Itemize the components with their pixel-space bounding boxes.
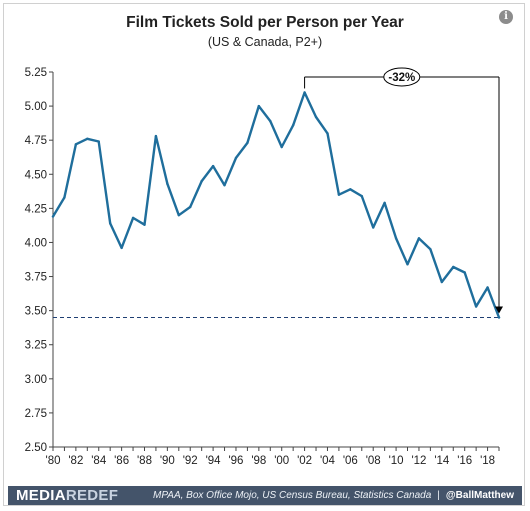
data-point — [63, 196, 66, 199]
annotation-badge — [383, 67, 421, 87]
x-tick-label: '94 — [206, 455, 222, 467]
data-point — [246, 141, 249, 145]
x-tick-label: '06 — [343, 455, 358, 467]
data-point — [291, 123, 295, 127]
y-tick-label: 4.25 — [25, 203, 47, 215]
data-point — [486, 286, 489, 289]
series-group — [51, 91, 501, 319]
x-tick-label: '10 — [389, 455, 404, 467]
y-tick-label: 3.50 — [25, 306, 47, 318]
data-point — [131, 216, 135, 220]
y-tick-label: 2.50 — [25, 442, 47, 454]
data-point — [349, 188, 352, 191]
x-tick-label: '82 — [68, 455, 83, 467]
annotation-label: -32% — [388, 72, 415, 84]
data-point — [177, 213, 180, 217]
data-point — [383, 201, 386, 205]
x-tick-label: '04 — [320, 455, 336, 467]
annotation-arrowhead — [495, 306, 503, 314]
data-point — [406, 263, 409, 266]
x-tick-label: '02 — [297, 455, 312, 467]
y-tick-label: 2.75 — [25, 408, 47, 420]
x-tick-label: '92 — [183, 455, 198, 467]
data-point — [166, 182, 169, 186]
chart-frame — [3, 3, 525, 506]
data-point — [108, 222, 112, 225]
x-axis-ticks: '80 '82 '84 '86 '88 '90 '92 '94 '96 '98 '00 '02 '04 '… — [46, 447, 500, 467]
data-point — [74, 143, 78, 146]
y-tick-label: 4.00 — [25, 237, 47, 249]
x-tick-label: '98 — [251, 455, 266, 467]
data-point — [257, 104, 261, 108]
data-point — [337, 193, 341, 196]
data-point — [372, 226, 375, 229]
x-tick-label: '14 — [434, 455, 450, 467]
series-line — [51, 91, 501, 319]
y-tick-label: 5.00 — [25, 101, 47, 113]
data-point — [474, 305, 478, 308]
x-tick-label: '16 — [457, 455, 472, 467]
x-tick-label: '88 — [137, 455, 152, 467]
data-point — [154, 134, 158, 138]
data-point — [440, 280, 444, 284]
footer-separator: | — [437, 490, 440, 501]
data-point — [269, 119, 272, 123]
data-point — [51, 215, 55, 218]
data-point — [211, 164, 215, 168]
y-tick-label: 4.50 — [25, 169, 47, 181]
data-point — [314, 115, 318, 119]
x-tick-label: '00 — [274, 455, 289, 467]
x-tick-label: '18 — [480, 455, 495, 467]
y-tick-label: 4.75 — [25, 135, 47, 147]
data-point — [303, 91, 306, 94]
data-point — [280, 145, 283, 149]
x-tick-label: '12 — [411, 455, 426, 467]
x-tick-label: '96 — [228, 455, 243, 467]
source-note: MPAA, Box Office Mojo, US Census Bureau,… — [153, 490, 432, 501]
x-tick-label: '80 — [46, 455, 61, 467]
data-point — [452, 265, 455, 269]
logo-media-text: MEDIA — [16, 487, 66, 504]
info-icon[interactable]: i — [499, 10, 513, 24]
logo-redef-text: REDEF — [65, 487, 119, 504]
author-handle[interactable]: @BallMatthew — [445, 490, 514, 501]
y-axis-ticks: 2.50 2.75 3.00 3.25 3.50 3.75 4.00 4.25 4.50 4.75… — [25, 67, 53, 454]
chart-subtitle: (US & Canada, P2+) — [207, 35, 323, 49]
x-tick-label: '86 — [114, 455, 129, 467]
data-point — [97, 140, 100, 143]
data-point — [86, 137, 89, 141]
x-tick-label: '84 — [91, 455, 107, 467]
data-point — [497, 316, 501, 319]
data-point — [394, 237, 398, 240]
y-tick-label: 3.00 — [25, 374, 47, 386]
x-tick-label: '08 — [366, 455, 381, 467]
annotation-group: -32% — [304, 67, 503, 314]
x-tick-label: '90 — [160, 455, 175, 467]
data-point — [326, 132, 329, 135]
data-point — [189, 205, 192, 209]
data-point — [417, 237, 421, 240]
axes — [52, 72, 499, 448]
data-point — [234, 156, 238, 160]
data-point — [360, 194, 363, 198]
y-tick-label: 3.25 — [25, 340, 47, 352]
y-tick-label: 3.75 — [25, 272, 47, 284]
footer-bar: MEDIA REDEF MPAA, Box Office Mojo, US Cen… — [8, 486, 522, 505]
chart-title: Film Tickets Sold per Person per Year — [126, 14, 404, 31]
data-point — [200, 179, 203, 183]
y-tick-label: 5.25 — [25, 67, 47, 79]
data-point — [143, 223, 146, 226]
data-point — [120, 246, 123, 250]
data-point — [223, 183, 226, 187]
data-point — [463, 271, 466, 274]
data-point — [429, 248, 432, 251]
